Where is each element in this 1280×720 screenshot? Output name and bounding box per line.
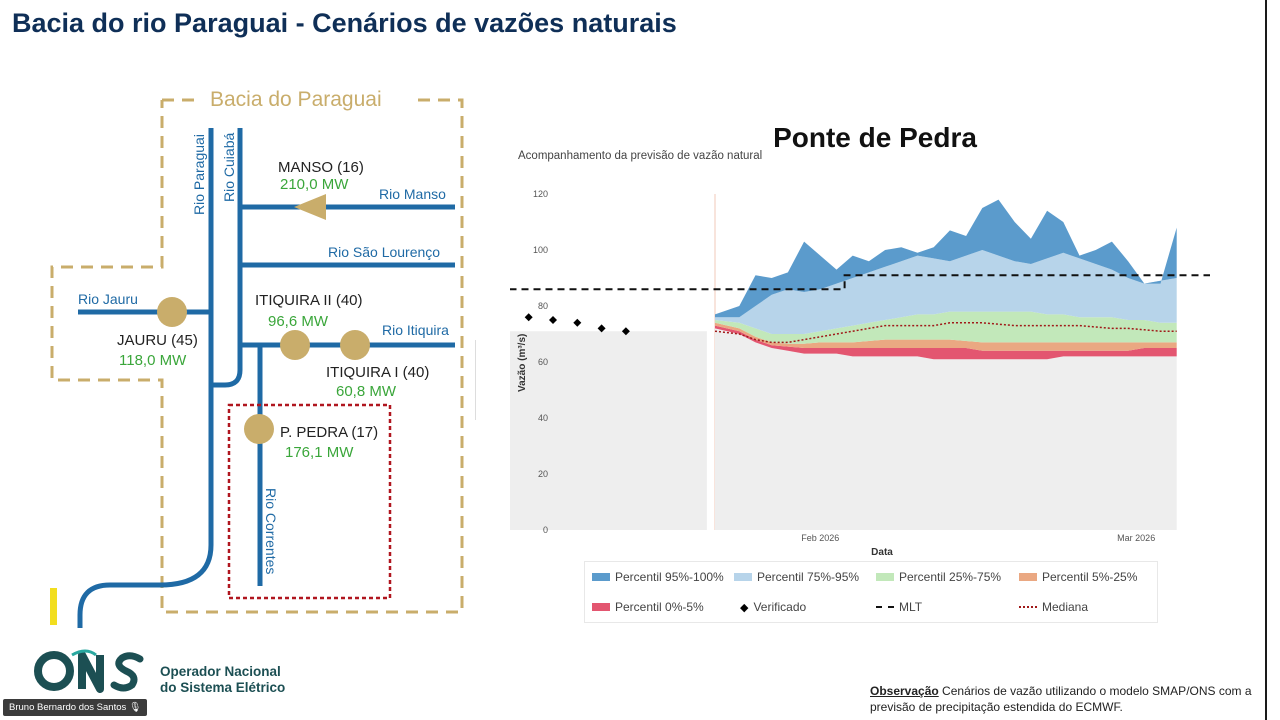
legend-item-p95-100[interactable]: Percentil 95%-100% — [592, 570, 724, 584]
legend-item-mediana[interactable]: Mediana — [1019, 600, 1088, 614]
legend-label: Percentil 75%-95% — [757, 570, 860, 584]
ponte-de-pedra-highlight — [227, 403, 392, 600]
rio-jauru-label: Rio Jauru — [78, 291, 138, 307]
legend-item-p0-5[interactable]: Percentil 0%-5% — [592, 600, 704, 614]
manso-plant-icon — [294, 194, 326, 220]
divider — [475, 340, 476, 420]
basin-outline — [50, 98, 464, 614]
org-line-1: Operador Nacional — [160, 664, 281, 679]
y-tick-label: 0 — [543, 525, 548, 535]
chart-subtitle: Acompanhamento da previsão de vazão natu… — [518, 150, 763, 162]
mlt-line — [510, 274, 1210, 291]
rio-paraguai-line — [77, 128, 214, 628]
ons-org-name: Operador Nacional do Sistema Elétrico — [160, 664, 285, 696]
rio-itiquira-label: Rio Itiquira — [382, 322, 449, 338]
rio-paraguai-label: Rio Paraguai — [191, 134, 207, 215]
rio-cuiaba-label: Rio Cuiabá — [221, 133, 237, 202]
flow-chart: 0 20 40 60 80 100 120 Feb 2026 Mar 2026 Vazão (m… — [510, 189, 1210, 558]
participant-name-tag: Bruno Bernardo dos Santos 🎙 — [3, 699, 147, 716]
legend-item-p25-75[interactable]: Percentil 25%-75% — [876, 570, 1001, 584]
ons-logo-s — [110, 652, 144, 692]
legend-swatch — [876, 573, 894, 581]
legend-label: Percentil 25%-75% — [899, 570, 1002, 584]
rio-manso-label: Rio Manso — [379, 186, 446, 202]
verificado-point — [597, 324, 606, 333]
legend-swatch — [734, 573, 752, 581]
p-pedra-power: 176,1 MW — [285, 444, 354, 461]
manso-name: MANSO (16) — [278, 159, 364, 176]
diamond-icon: ◆ — [740, 601, 749, 614]
mic-off-icon: 🎙 — [128, 702, 141, 713]
legend-swatch — [592, 603, 610, 611]
itiquira-ii-plant-icon — [280, 330, 310, 360]
itiquira-i-power: 60,8 MW — [336, 383, 397, 400]
mediana-line — [714, 322, 1177, 344]
legend-label: Percentil 95%-100% — [615, 570, 724, 584]
legend-swatch — [1019, 573, 1037, 581]
observation-note: Observação Cenários de vazão utilizando … — [870, 683, 1270, 715]
org-line-2: do Sistema Elétrico — [160, 680, 286, 695]
ons-logo-n — [78, 651, 104, 693]
band-percentil-75-95 — [715, 250, 1177, 334]
basin-diagram: Bacia do Paraguai Rio Paraguai Rio Cuiab… — [50, 88, 464, 628]
x-tick-label: Feb 2026 — [801, 533, 839, 543]
itiquira-i-plant-icon — [340, 330, 370, 360]
legend-label: Percentil 5%-25% — [1042, 570, 1138, 584]
ons-logo-o — [34, 651, 74, 691]
right-border — [1265, 0, 1267, 720]
p-pedra-plant-icon — [244, 414, 274, 444]
history-fill — [510, 331, 707, 530]
itiquira-i-name: ITIQUIRA I (40) — [326, 364, 429, 381]
legend-item-verificado[interactable]: ◆ Verificado — [740, 600, 806, 614]
p-pedra-name: P. PEDRA (17) — [280, 424, 378, 441]
verificado-point — [573, 318, 582, 327]
note-label: Observação — [870, 684, 939, 698]
legend-swatch — [592, 573, 610, 581]
band-percentil-95-100 — [715, 199, 1177, 318]
legend-item-p75-95[interactable]: Percentil 75%-95% — [734, 570, 859, 584]
y-tick-label: 120 — [533, 189, 548, 199]
jauru-name: JAURU (45) — [117, 332, 198, 349]
verificado-point — [549, 316, 557, 324]
basin-label: Bacia do Paraguai — [210, 88, 382, 111]
dotted-line-icon — [1019, 606, 1037, 608]
legend-item-p5-25[interactable]: Percentil 5%-25% — [1019, 570, 1137, 584]
chart-ylabel: Vazão (m³/s) — [517, 334, 528, 392]
chart-legend: Percentil 95%-100% Percentil 75%-95% Per… — [584, 561, 1158, 623]
legend-label: Verificado — [753, 600, 807, 614]
y-tick-label: 100 — [533, 245, 548, 255]
legend-item-mlt[interactable]: MLT — [876, 600, 922, 614]
itiquira-ii-name: ITIQUIRA II (40) — [255, 292, 363, 309]
yellow-marker — [50, 588, 57, 625]
itiquira-ii-power: 96,6 MW — [268, 313, 329, 330]
rio-sao-lourenco-label: Rio São Lourenço — [328, 244, 440, 260]
y-tick-label: 20 — [538, 469, 548, 479]
base-fill — [715, 328, 1177, 530]
manso-power: 210,0 MW — [280, 176, 349, 193]
y-tick-label: 60 — [538, 357, 548, 367]
jauru-plant-icon — [157, 297, 187, 327]
chart-xlabel: Data — [871, 547, 893, 558]
x-tick-label: Mar 2026 — [1117, 533, 1155, 543]
y-tick-label: 40 — [538, 413, 548, 423]
ons-logo — [34, 649, 144, 693]
slide-title: Bacia do rio Paraguai - Cenários de vazõ… — [12, 8, 677, 38]
band-percentil-0-5 — [715, 325, 1177, 360]
jauru-power: 118,0 MW — [119, 352, 187, 369]
rio-cuiaba-line — [211, 128, 243, 388]
note-text: Cenários de vazão utilizando o modelo SM… — [870, 684, 1252, 714]
ons-logo-accent — [71, 649, 97, 657]
legend-label: Mediana — [1042, 600, 1089, 614]
band-percentil-5-25 — [715, 322, 1177, 351]
participant-name: Bruno Bernardo dos Santos — [9, 702, 127, 713]
verificado-point — [524, 313, 533, 322]
y-tick-label: 80 — [538, 301, 548, 311]
verificado-point — [621, 327, 630, 336]
chart-title: Ponte de Pedra — [773, 122, 977, 153]
legend-label: Percentil 0%-5% — [615, 600, 704, 614]
dash-icon — [876, 606, 894, 608]
rio-correntes-label: Rio Correntes — [263, 488, 279, 574]
legend-label: MLT — [899, 600, 923, 614]
